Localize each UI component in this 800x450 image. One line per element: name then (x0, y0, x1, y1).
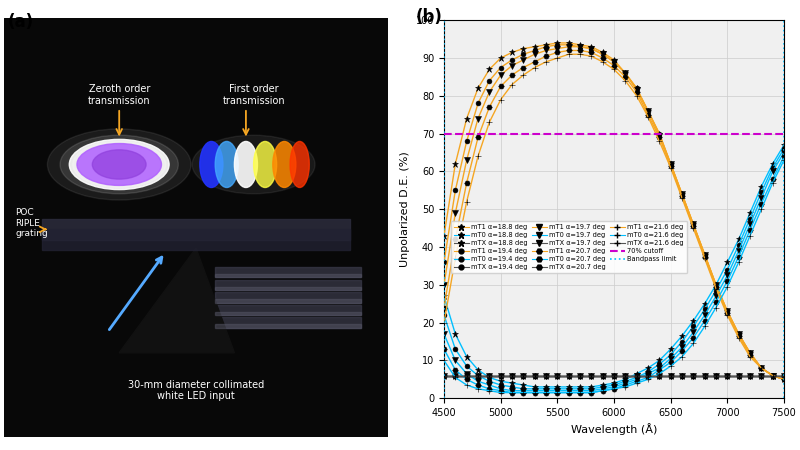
Ellipse shape (77, 144, 162, 185)
Ellipse shape (47, 129, 191, 200)
Ellipse shape (200, 141, 223, 188)
Bar (215, 292, 361, 302)
Bar (215, 324, 361, 328)
Ellipse shape (92, 150, 146, 179)
Text: POC
RIPLE
grating: POC RIPLE grating (15, 208, 48, 238)
Y-axis label: Unpolarized D.E. (%): Unpolarized D.E. (%) (400, 151, 410, 267)
Ellipse shape (254, 141, 277, 188)
Ellipse shape (273, 141, 296, 188)
Ellipse shape (73, 141, 166, 188)
Legend: mT1 α=18.8 deg, mT0 α=18.8 deg, mTX α=18.8 deg, mT1 α=19.4 deg, mT0 α=19.4 deg, : mT1 α=18.8 deg, mT0 α=18.8 deg, mTX α=18… (450, 220, 687, 274)
Bar (215, 312, 361, 315)
Bar (215, 287, 361, 290)
Ellipse shape (215, 141, 238, 188)
Polygon shape (42, 230, 350, 250)
Ellipse shape (290, 141, 310, 188)
Polygon shape (42, 219, 350, 240)
Bar (215, 279, 361, 290)
Bar (215, 299, 361, 302)
Ellipse shape (70, 140, 169, 189)
Bar (215, 267, 361, 278)
Text: (b): (b) (416, 9, 443, 27)
Text: (a): (a) (8, 13, 34, 31)
Bar (215, 274, 361, 278)
X-axis label: Wavelength (Å): Wavelength (Å) (571, 423, 657, 436)
Bar (215, 305, 361, 315)
Text: 30-mm diameter collimated
white LED input: 30-mm diameter collimated white LED inpu… (128, 380, 264, 401)
Text: Zeroth order
transmission: Zeroth order transmission (88, 84, 150, 106)
Ellipse shape (60, 135, 178, 194)
Ellipse shape (192, 135, 315, 194)
Ellipse shape (234, 141, 258, 188)
Bar (215, 317, 361, 328)
Text: First order
transmission: First order transmission (222, 84, 285, 106)
Polygon shape (119, 248, 234, 353)
